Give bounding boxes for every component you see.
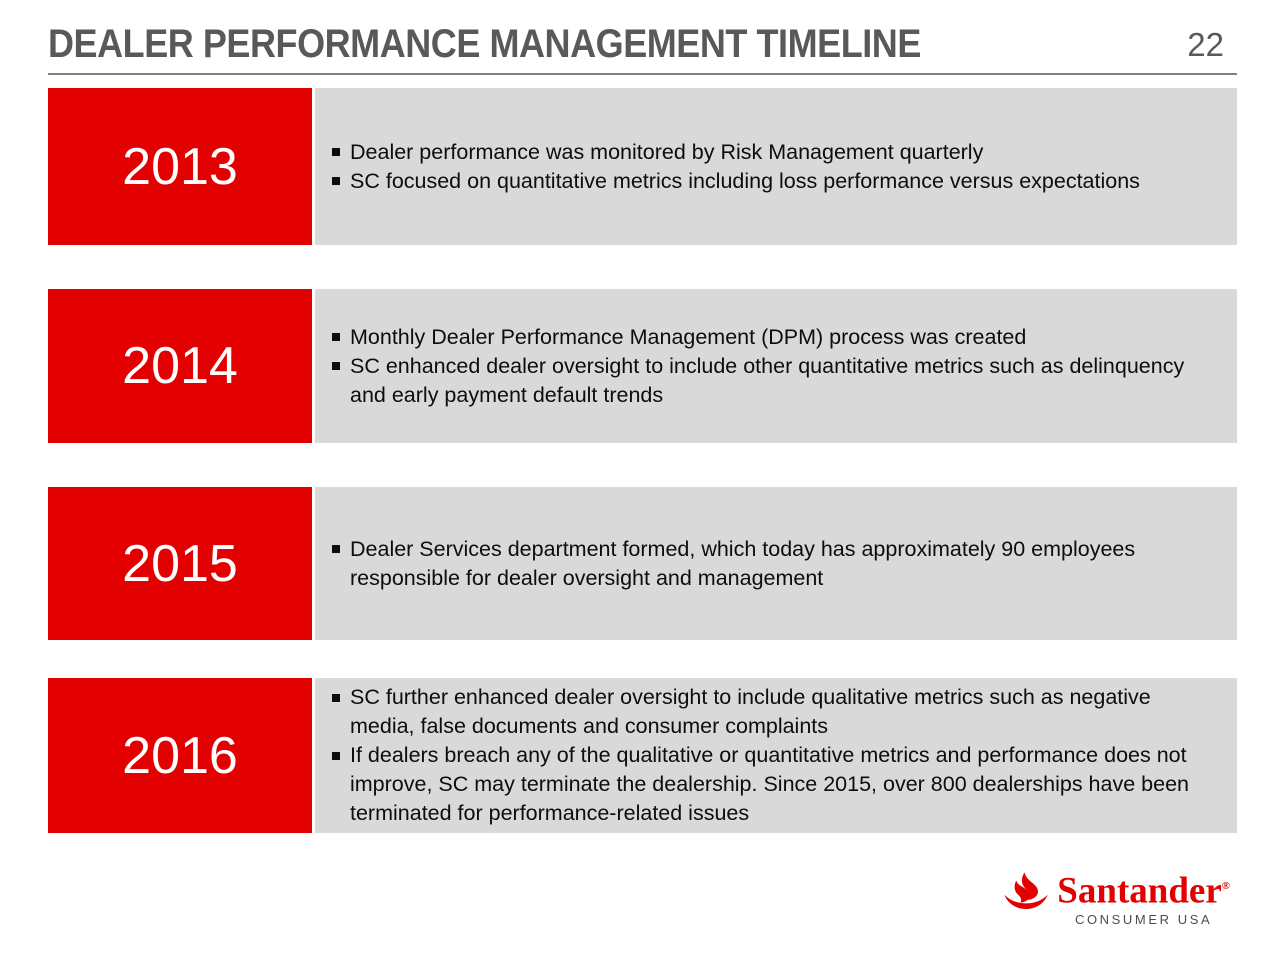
bullet-list: SC further enhanced dealer oversight to …: [331, 683, 1213, 828]
year-box: 2013: [48, 88, 312, 245]
bullet-panel: SC further enhanced dealer oversight to …: [315, 678, 1237, 833]
bullet-item: If dealers breach any of the qualitative…: [331, 741, 1213, 828]
bullet-item: SC further enhanced dealer oversight to …: [331, 683, 1213, 741]
bullet-panel: Dealer Services department formed, which…: [315, 487, 1237, 640]
santander-logo: Santander® CONSUMER USA: [1002, 867, 1230, 927]
page-number: 22: [1187, 26, 1224, 63]
title-divider: [48, 73, 1237, 75]
year-label: 2014: [122, 337, 238, 395]
timeline-row-2015: 2015 Dealer Services department formed, …: [48, 487, 1237, 640]
year-label: 2016: [122, 726, 238, 785]
bullet-item: Dealer performance was monitored by Risk…: [331, 138, 1140, 167]
santander-flame-icon: [1002, 869, 1050, 913]
bullet-list: Monthly Dealer Performance Management (D…: [331, 323, 1213, 410]
bullet-list: Dealer Services department formed, which…: [331, 535, 1213, 593]
year-box: 2014: [48, 289, 312, 443]
year-label: 2013: [122, 137, 238, 196]
year-box: 2016: [48, 678, 312, 833]
bullet-list: Dealer performance was monitored by Risk…: [331, 138, 1140, 196]
brand-word: Santander: [1057, 870, 1222, 912]
bullet-panel: Monthly Dealer Performance Management (D…: [315, 289, 1237, 443]
bullet-item: Dealer Services department formed, which…: [331, 535, 1213, 593]
brand-name: Santander®: [1057, 867, 1230, 910]
brand-subtitle: CONSUMER USA: [1074, 912, 1213, 928]
registered-mark: ®: [1221, 880, 1230, 892]
timeline-row-2016: 2016 SC further enhanced dealer oversigh…: [48, 678, 1237, 833]
timeline-row-2014: 2014 Monthly Dealer Performance Manageme…: [48, 289, 1237, 443]
bullet-item: SC enhanced dealer oversight to include …: [331, 352, 1213, 410]
bullet-panel: Dealer performance was monitored by Risk…: [315, 88, 1237, 245]
year-label: 2015: [122, 534, 238, 593]
year-box: 2015: [48, 487, 312, 640]
page-title: DEALER PERFORMANCE MANAGEMENT TIMELINE: [48, 22, 921, 66]
bullet-item: SC focused on quantitative metrics inclu…: [331, 167, 1140, 196]
bullet-item: Monthly Dealer Performance Management (D…: [331, 323, 1213, 352]
timeline-row-2013: 2013 Dealer performance was monitored by…: [48, 88, 1237, 245]
brand-text-block: Santander® CONSUMER USA: [1057, 867, 1230, 928]
